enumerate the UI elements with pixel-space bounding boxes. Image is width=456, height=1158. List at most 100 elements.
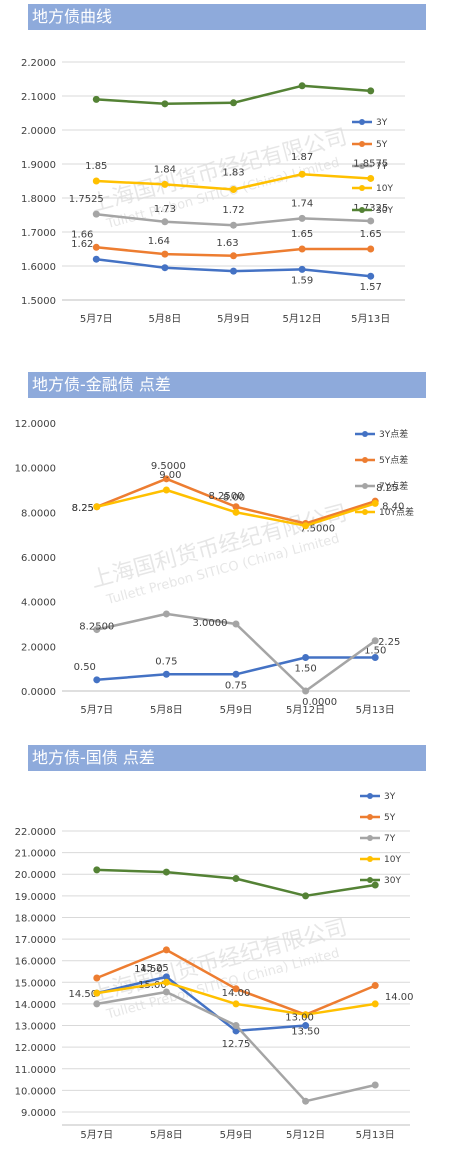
legend-label-3Y: 3Y bbox=[384, 792, 396, 802]
y-tick-label: 1.5000 bbox=[21, 296, 56, 307]
data-point-30Y bbox=[161, 100, 169, 108]
data-label-3Y: 1.57 bbox=[360, 282, 382, 293]
data-label-5Y: 1.66 bbox=[71, 229, 93, 240]
y-tick-label: 12.0000 bbox=[15, 419, 56, 430]
data-label-3Y: 1.50 bbox=[364, 646, 386, 657]
data-point-7Y bbox=[302, 687, 310, 695]
legend-label-5Y: 5Y bbox=[376, 140, 388, 150]
legend-marker-5Y bbox=[362, 457, 368, 463]
data-point-30Y bbox=[302, 892, 310, 900]
data-point-3Y bbox=[161, 264, 169, 272]
x-tick-label: 5月9日 bbox=[217, 313, 250, 325]
legend-label-30Y: 30Y bbox=[376, 206, 393, 216]
x-tick-label: 5月8日 bbox=[150, 1129, 183, 1141]
y-tick-label: 21.0000 bbox=[15, 849, 56, 860]
chart-panel-1: 地方债曲线 上海国利货币经纪有限公司 Tullett Prebon SITICO … bbox=[0, 0, 456, 330]
data-point-5Y bbox=[367, 245, 375, 253]
data-label-10Y: 1.87 bbox=[291, 152, 313, 163]
data-point-5Y bbox=[232, 985, 240, 993]
data-label-10Y: 9.00 bbox=[159, 470, 181, 481]
data-label-5Y: 8.2500 bbox=[209, 491, 244, 502]
data-label-3Y: 0.75 bbox=[155, 656, 177, 667]
data-point-3Y bbox=[162, 973, 170, 981]
x-tick-label: 5月12日 bbox=[286, 1129, 325, 1141]
chart-panel-2: 地方债-金融债 点差 上海国利货币经纪有限公司 Tullett Prebon SI… bbox=[0, 370, 456, 730]
x-tick-label: 5月13日 bbox=[356, 1129, 395, 1141]
data-point-7Y bbox=[161, 218, 169, 226]
data-point-7Y bbox=[232, 620, 240, 628]
data-point-30Y bbox=[371, 881, 379, 889]
y-tick-label: 10.0000 bbox=[15, 464, 56, 475]
y-tick-label: 2.2000 bbox=[21, 58, 56, 69]
legend-label-10Y: 10Y bbox=[384, 855, 401, 865]
data-label-7Y: 1.72 bbox=[222, 205, 244, 216]
data-label-3Y: 1.59 bbox=[291, 275, 313, 286]
data-point-7Y bbox=[371, 637, 379, 645]
y-tick-label: 16.0000 bbox=[15, 957, 56, 968]
chart-panel-3: 地方债-国债 点差 上海国利货币经纪有限公司 Tullett Prebon SIT… bbox=[0, 745, 456, 1158]
data-point-10Y bbox=[232, 508, 240, 516]
data-label-7Y: 2.25 bbox=[378, 637, 400, 648]
data-label-10Y: 1.83 bbox=[222, 168, 244, 179]
y-tick-label: 9.0000 bbox=[21, 1108, 56, 1119]
data-point-3Y bbox=[367, 272, 375, 280]
legend-label-7Y: 7Y bbox=[384, 834, 396, 844]
y-tick-label: 19.0000 bbox=[15, 892, 56, 903]
chart-title-2: 地方债-金融债 点差 bbox=[28, 372, 426, 398]
y-tick-label: 12.0000 bbox=[15, 1043, 56, 1054]
y-tick-label: 15.0000 bbox=[15, 978, 56, 989]
data-label-7Y: 3.0000 bbox=[193, 618, 228, 629]
data-point-3Y bbox=[230, 267, 237, 275]
data-point-5Y bbox=[161, 250, 169, 258]
legend-marker-10Y bbox=[367, 856, 373, 862]
data-label-10Y: 1.8575 bbox=[353, 158, 388, 169]
data-point-30Y bbox=[162, 868, 170, 876]
y-tick-label: 10.0000 bbox=[15, 1086, 56, 1097]
data-point-7Y bbox=[162, 988, 170, 996]
data-point-7Y bbox=[93, 626, 101, 634]
data-label-3Y: 1.50 bbox=[294, 664, 316, 675]
x-tick-label: 5月7日 bbox=[80, 313, 113, 325]
data-label-10Y: 8.40 bbox=[382, 501, 404, 512]
data-point-10Y bbox=[161, 180, 169, 188]
x-tick-label: 5月8日 bbox=[150, 704, 183, 716]
data-point-7Y bbox=[298, 214, 306, 222]
data-point-7Y bbox=[162, 610, 170, 618]
legend-marker-30Y bbox=[359, 207, 365, 213]
data-point-7Y bbox=[93, 1000, 101, 1008]
data-point-3Y bbox=[371, 654, 379, 661]
data-point-10Y bbox=[232, 1000, 240, 1008]
data-point-3Y bbox=[302, 654, 310, 661]
y-tick-label: 11.0000 bbox=[15, 1065, 56, 1076]
y-tick-label: 20.0000 bbox=[15, 870, 56, 881]
data-point-3Y bbox=[93, 676, 101, 684]
legend-marker-3Y bbox=[359, 119, 365, 125]
y-tick-label: 2.0000 bbox=[21, 126, 56, 137]
data-label-5Y: 1.65 bbox=[291, 229, 313, 240]
x-tick-label: 5月12日 bbox=[283, 313, 322, 325]
x-tick-label: 5月12日 bbox=[286, 704, 325, 716]
data-point-3Y bbox=[92, 255, 100, 263]
data-point-7Y bbox=[232, 1022, 240, 1030]
data-label-7Y: 1.73 bbox=[154, 204, 176, 215]
x-tick-label: 5月9日 bbox=[220, 1129, 253, 1141]
data-label-3Y: 0.50 bbox=[74, 662, 96, 673]
legend-label-10Y: 10Y bbox=[376, 184, 393, 194]
y-tick-label: 17.0000 bbox=[15, 935, 56, 946]
data-label-10Y: 1.85 bbox=[85, 161, 107, 172]
legend-label-5Y: 5Y点差 bbox=[379, 454, 408, 466]
data-label-3Y: 15.25 bbox=[140, 963, 169, 974]
data-label-7Y: 1.7325 bbox=[353, 203, 388, 214]
legend-label-7Y: 7Y点差 bbox=[379, 480, 408, 492]
y-tick-label: 2.0000 bbox=[21, 642, 56, 653]
legend-marker-10Y bbox=[362, 509, 368, 515]
data-label-10Y: 13.00 bbox=[285, 1013, 314, 1024]
data-point-30Y bbox=[298, 82, 306, 90]
series-line-3Y bbox=[96, 975, 306, 1033]
data-label-3Y: 1.62 bbox=[71, 239, 93, 250]
y-tick-label: 22.0000 bbox=[15, 827, 56, 838]
data-point-30Y bbox=[93, 866, 101, 874]
